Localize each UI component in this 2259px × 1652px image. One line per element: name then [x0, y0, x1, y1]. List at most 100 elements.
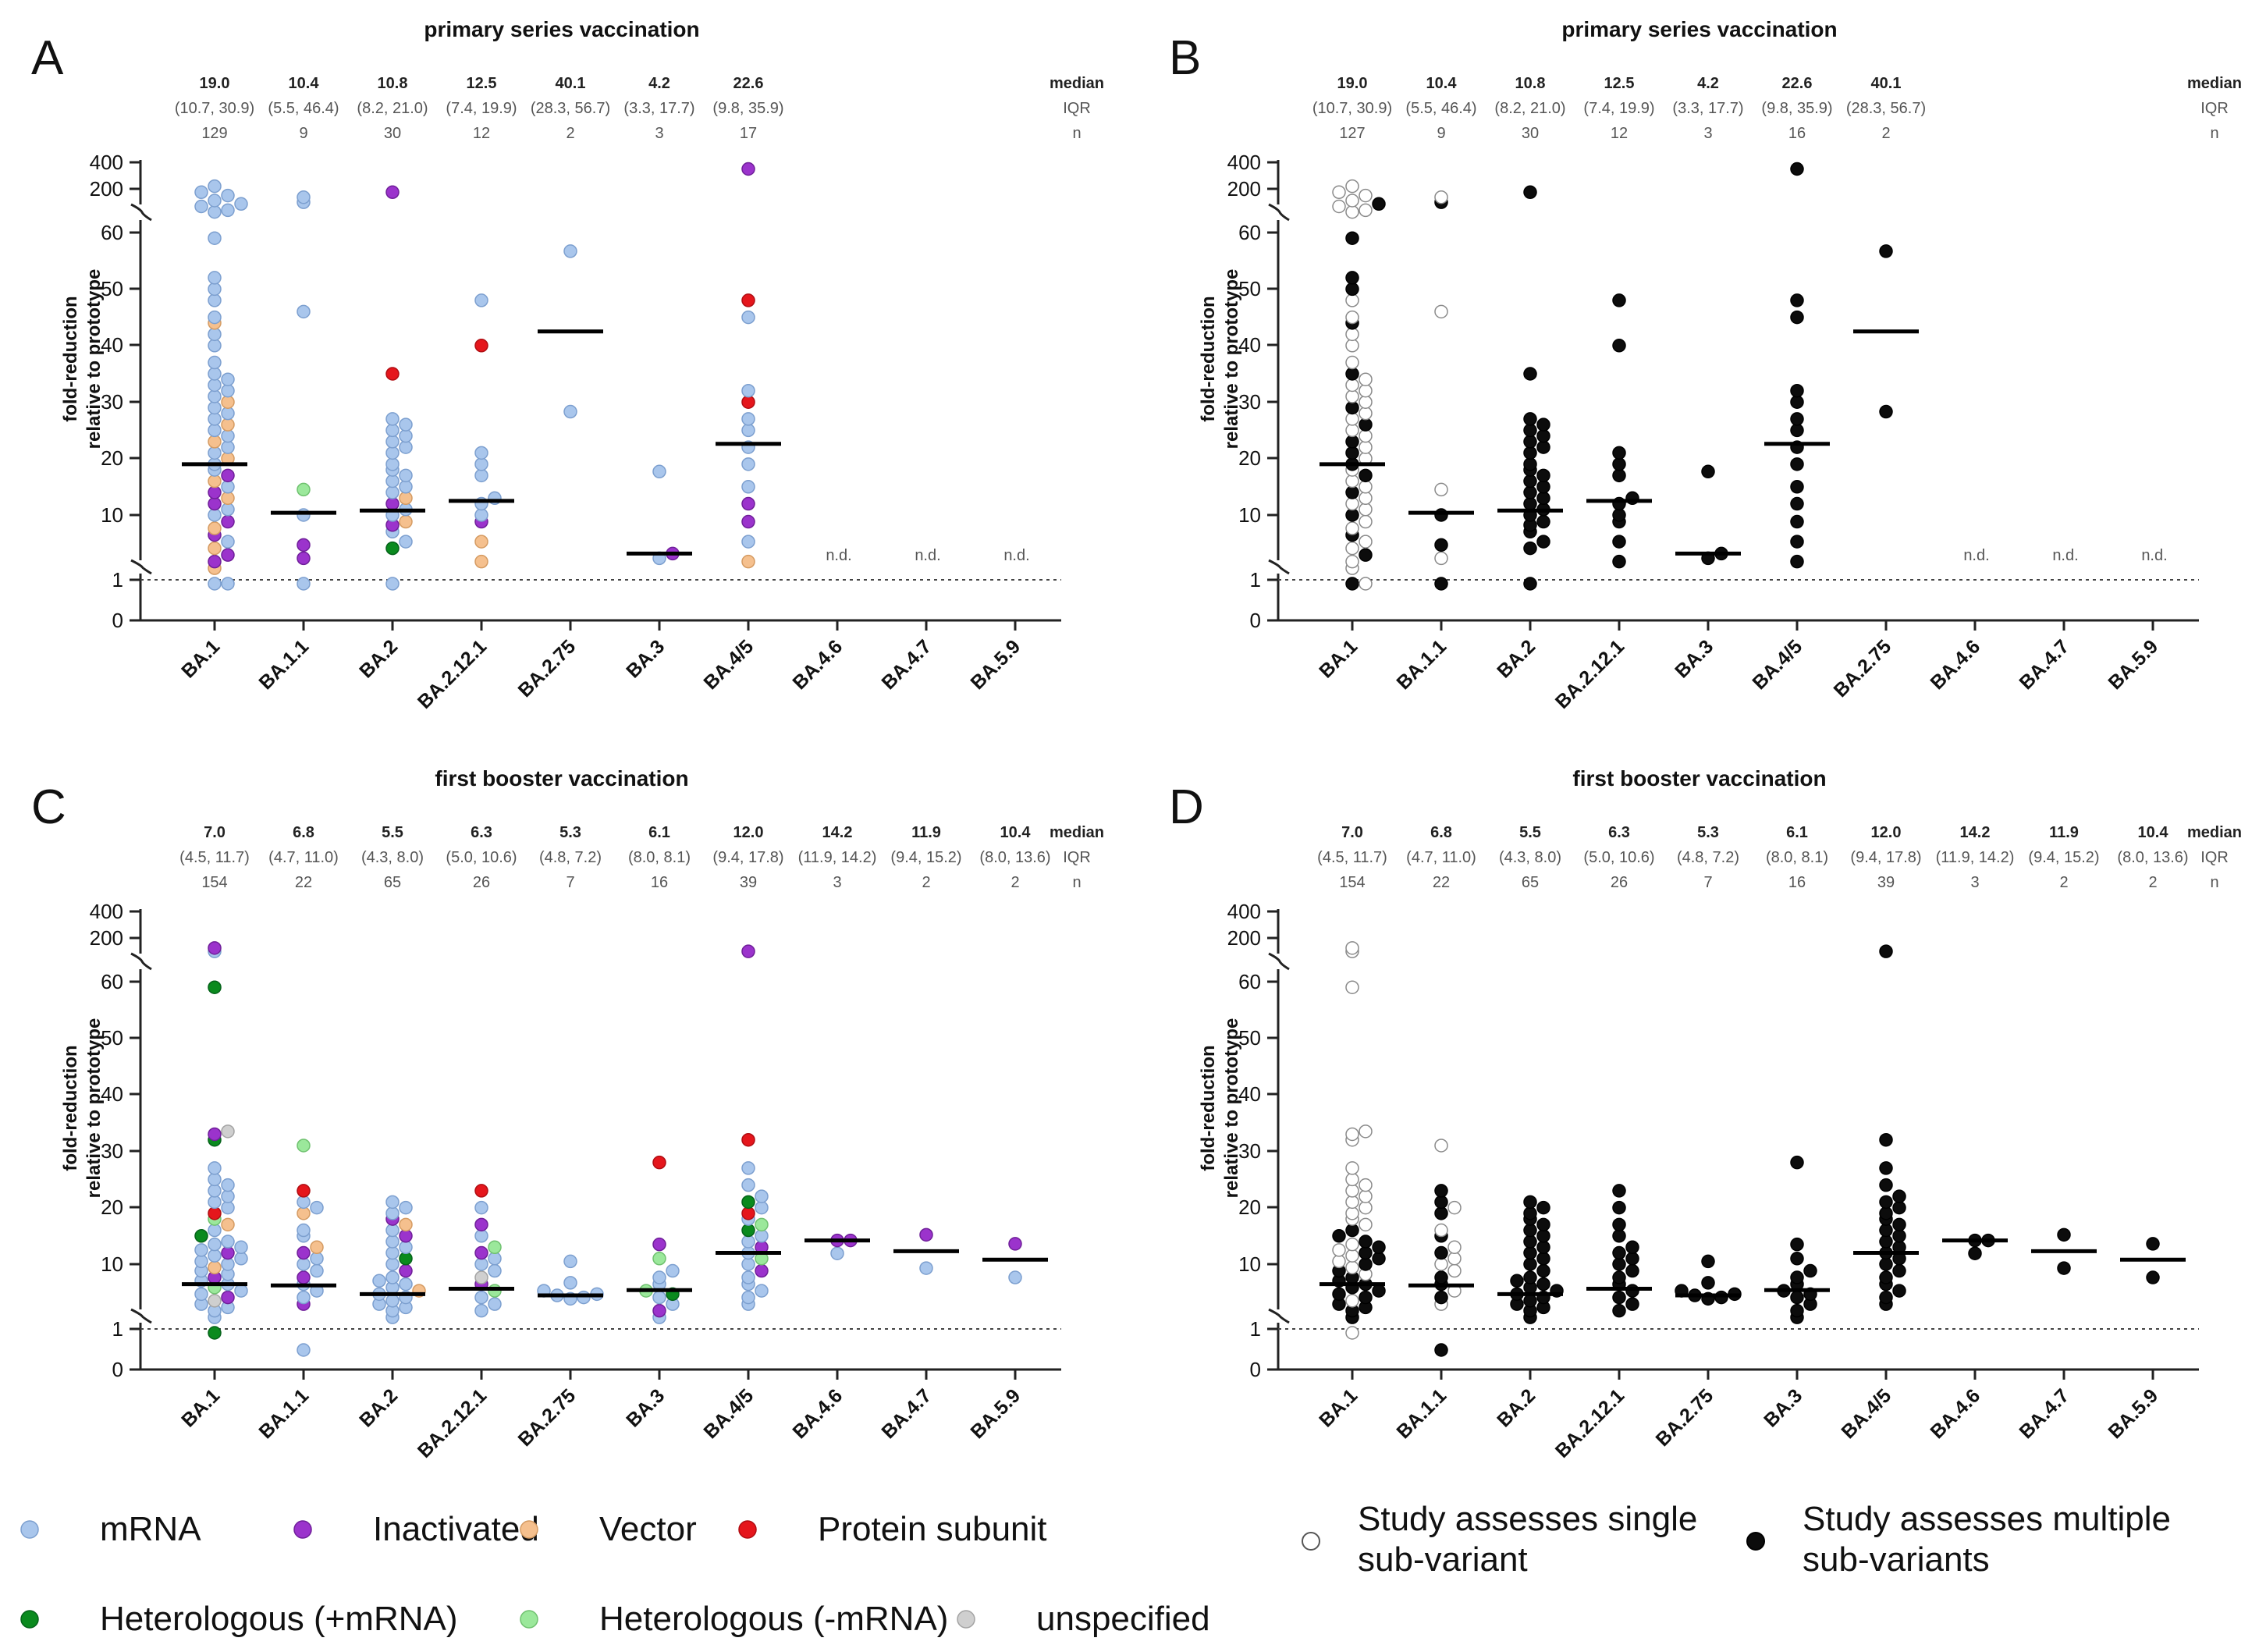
- data-point: [563, 1254, 577, 1269]
- data-point: [385, 541, 400, 556]
- iqr-value: (7.4, 19.9): [446, 100, 517, 117]
- data-point: [577, 1290, 591, 1305]
- data-point: [1790, 395, 1804, 409]
- data-point: [1790, 1252, 1804, 1266]
- iqr-value: (4.8, 7.2): [539, 849, 602, 866]
- y-axis-label-line: relative to prototype: [1221, 1018, 1242, 1199]
- panel-letter: A: [31, 31, 64, 85]
- data-point: [1612, 1257, 1626, 1271]
- data-point: [1701, 1254, 1715, 1269]
- data-point: [1434, 508, 1448, 522]
- y-axis-label-line: fold-reduction: [60, 296, 81, 421]
- data-point: [488, 1297, 502, 1311]
- median-value: 6.1: [648, 824, 670, 841]
- data-point: [741, 310, 755, 325]
- n-value: 12: [473, 125, 490, 142]
- n-value: 16: [1788, 125, 1806, 142]
- stat-row-label: IQR: [1063, 849, 1091, 866]
- y-tick-label: 20: [1238, 446, 1261, 470]
- median-value: 11.9: [2049, 824, 2079, 841]
- data-point: [474, 457, 488, 471]
- y-tick-label: 400: [90, 151, 123, 174]
- data-point: [297, 482, 311, 497]
- data-point: [1523, 1257, 1537, 1271]
- not-determined-label: n.d.: [1963, 547, 1989, 564]
- data-point: [221, 535, 235, 549]
- median-value: 11.9: [911, 824, 941, 841]
- data-point: [221, 1290, 235, 1305]
- iqr-value: (4.3, 8.0): [361, 849, 424, 866]
- data-point: [1359, 503, 1373, 517]
- data-point: [1359, 428, 1373, 443]
- data-point: [385, 367, 400, 381]
- data-point: [741, 514, 755, 529]
- data-point: [1372, 1240, 1386, 1255]
- data-point: [1434, 1184, 1448, 1198]
- y-tick-label: 40: [101, 1082, 123, 1106]
- data-point: [385, 1195, 400, 1210]
- data-point: [1612, 1184, 1626, 1198]
- iqr-value: (4.5, 11.7): [1317, 849, 1387, 866]
- data-point: [297, 304, 311, 319]
- data-point: [1536, 428, 1550, 443]
- data-point: [385, 457, 400, 471]
- data-point: [474, 1290, 488, 1305]
- y-tick-label: 0: [1250, 609, 1261, 632]
- n-value: 154: [1339, 874, 1365, 891]
- y-tick-label: 10: [1238, 503, 1261, 527]
- y-tick-label: 400: [1227, 151, 1261, 174]
- data-point: [488, 1284, 502, 1298]
- x-tick-label: BA.2: [355, 1384, 402, 1431]
- data-point: [208, 496, 222, 511]
- data-point: [1345, 355, 1359, 370]
- legend-label: Inactivated: [373, 1510, 539, 1548]
- legend-label: sub-variant: [1358, 1540, 1528, 1579]
- data-point: [1359, 480, 1373, 494]
- data-point: [1892, 1229, 1906, 1243]
- y-axis-label-line: fold-reduction: [1198, 296, 1219, 421]
- x-tick-label: BA.5.9: [2104, 1384, 2162, 1443]
- data-point: [1714, 1290, 1728, 1305]
- stat-row-label: median: [1050, 75, 1104, 92]
- y-axis-label: fold-reduction relative to prototype: [1198, 269, 1242, 449]
- data-point: [1345, 496, 1359, 511]
- data-point: [1536, 1263, 1550, 1278]
- data-point: [1359, 535, 1373, 549]
- median-value: 6.3: [1608, 824, 1630, 841]
- stat-row-label: n: [1072, 125, 1081, 142]
- median-value: 19.0: [200, 75, 230, 92]
- data-point: [741, 412, 755, 426]
- y-tick-label: 50: [1238, 1026, 1261, 1050]
- data-point: [1345, 1172, 1359, 1187]
- data-point: [385, 577, 400, 591]
- data-point: [208, 485, 222, 499]
- data-point: [1359, 383, 1373, 398]
- data-point: [194, 1254, 208, 1269]
- data-point: [297, 551, 311, 566]
- data-point: [474, 1229, 488, 1243]
- data-point: [1345, 521, 1359, 535]
- data-point: [1372, 197, 1386, 211]
- median-value: 10.4: [289, 75, 320, 92]
- data-point: [1790, 1270, 1804, 1284]
- data-point: [1359, 188, 1373, 203]
- data-point: [1612, 339, 1626, 353]
- n-value: 2: [566, 125, 574, 142]
- axis-break-mark: [1268, 1308, 1290, 1324]
- legend-swatch: [520, 1520, 538, 1539]
- legend-swatch: [20, 1610, 39, 1629]
- y-tick-label: 1: [112, 568, 123, 592]
- data-point: [1434, 551, 1448, 566]
- data-point: [563, 1276, 577, 1290]
- data-point: [208, 1161, 222, 1175]
- data-point: [1345, 435, 1359, 449]
- not-determined-label: n.d.: [2052, 547, 2078, 564]
- median-value: 14.2: [1960, 824, 1991, 841]
- data-point: [399, 1229, 413, 1243]
- data-point: [1359, 1217, 1373, 1232]
- iqr-value: (7.4, 19.9): [1583, 100, 1654, 117]
- data-point: [1879, 1257, 1893, 1271]
- iqr-value: (3.3, 17.7): [623, 100, 694, 117]
- data-point: [221, 1217, 235, 1232]
- data-point: [1968, 1246, 1982, 1260]
